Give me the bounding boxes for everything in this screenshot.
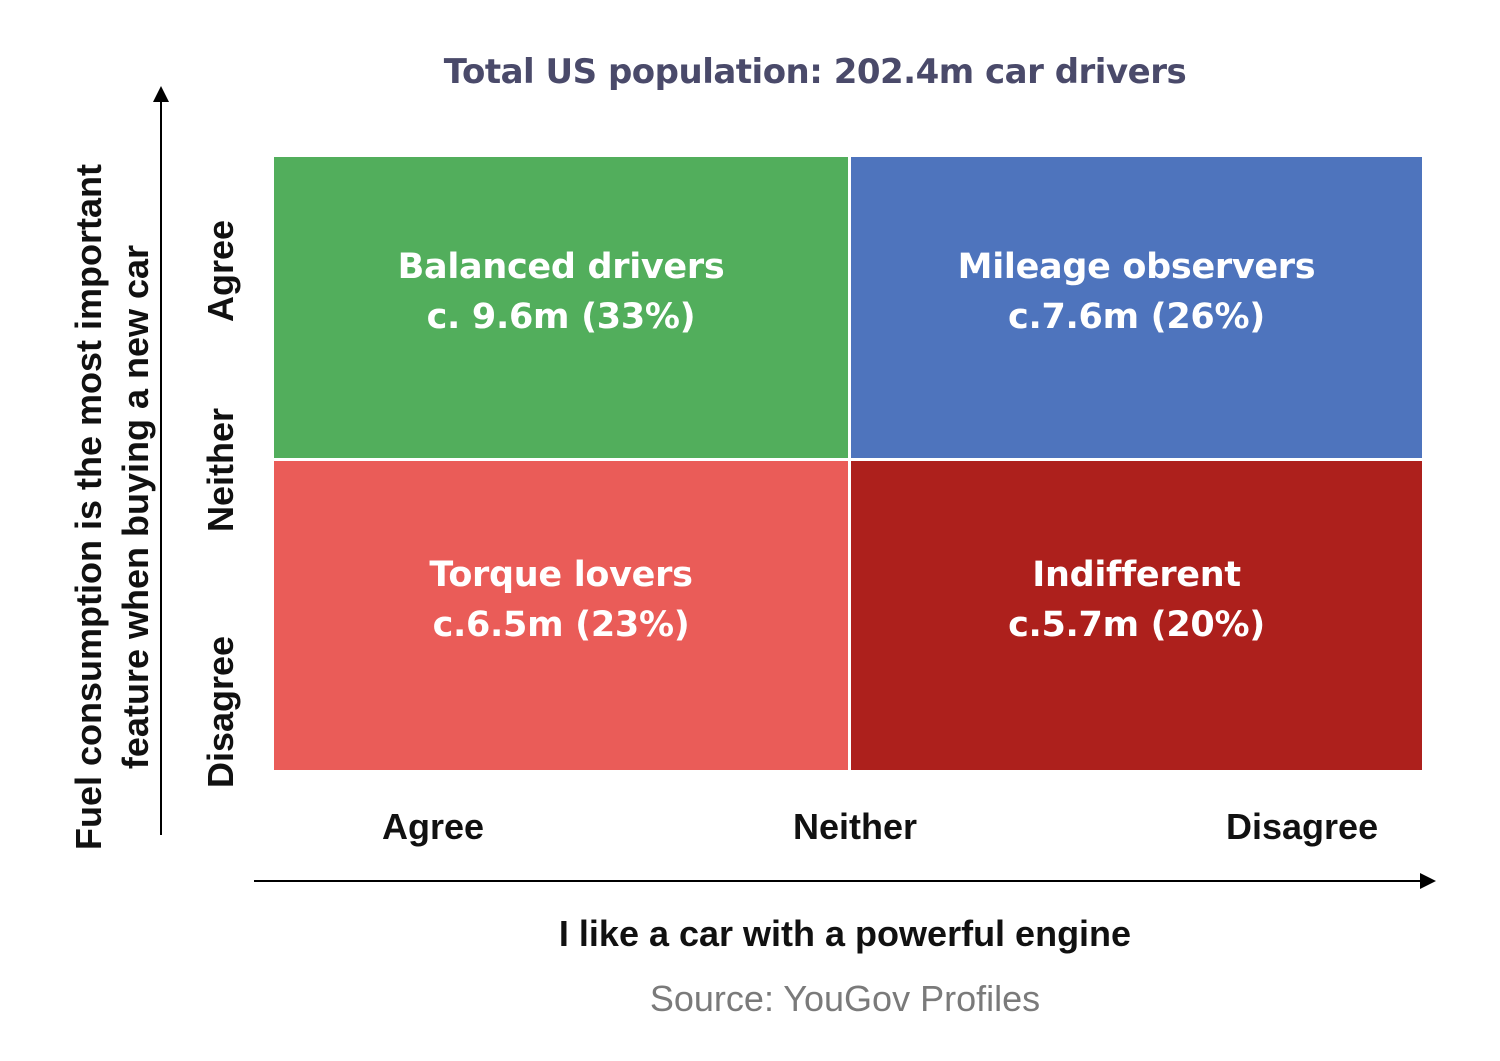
x-axis-arrowhead [1420, 873, 1436, 889]
x-tick-neither: Neither [793, 806, 918, 847]
quadrant-name: Mileage observers [957, 246, 1316, 287]
quadrant-name: Balanced drivers [397, 246, 725, 287]
quadrant-indifferent: Indifferent c.5.7m (20%) [851, 461, 1422, 770]
quadrant-value: c.5.7m (20%) [1008, 604, 1265, 645]
y-tick-disagree: Disagree [200, 635, 241, 789]
x-tick-disagree: Disagree [1226, 806, 1379, 847]
quadrant-mileage-observers: Mileage observers c.7.6m (26%) [851, 157, 1422, 458]
quadrant-value: c. 9.6m (33%) [426, 296, 696, 337]
y-tick-neither: Neither [200, 407, 241, 533]
y-axis-label-line2: feature when buying a new car [115, 244, 156, 770]
quadrant-name: Torque lovers [429, 554, 693, 595]
quadrant-torque-lovers: Torque lovers c.6.5m (23%) [274, 461, 848, 770]
quadrant-balanced-drivers: Balanced drivers c. 9.6m (33%) [274, 157, 848, 458]
chart-title: Total US population: 202.4m car drivers [443, 52, 1187, 92]
y-axis-label: Fuel consumption is the most important f… [65, 77, 159, 937]
y-axis-label-line1: Fuel consumption is the most important [68, 163, 109, 851]
y-axis-arrowhead [153, 86, 169, 102]
x-tick-agree: Agree [382, 806, 485, 847]
quadrant-value: c.7.6m (26%) [1008, 296, 1265, 337]
quadrant-value: c.6.5m (23%) [432, 604, 690, 645]
source-note: Source: YouGov Profiles [649, 978, 1041, 1019]
quadrant-name: Indifferent [1032, 554, 1241, 595]
x-axis-label: I like a car with a powerful engine [558, 913, 1132, 954]
